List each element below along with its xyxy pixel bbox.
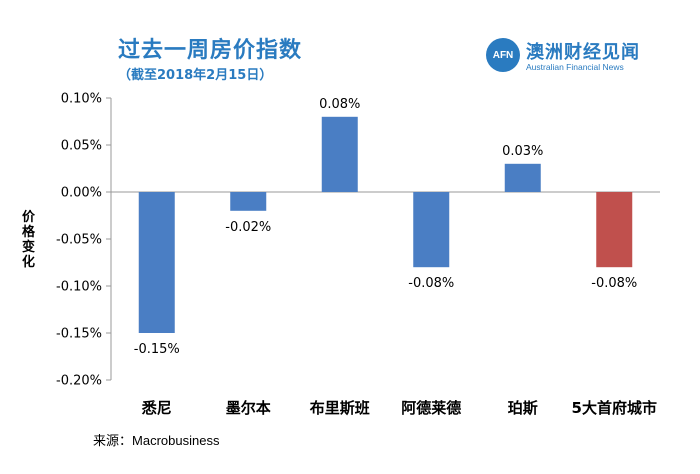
x-tick-label: 5大首府城市 <box>572 399 657 417</box>
bar <box>413 192 450 268</box>
chart-title: 过去一周房价指数 <box>118 38 303 63</box>
bar <box>596 192 633 268</box>
chart-subtitle: （截至2018年2月15日） <box>118 68 273 83</box>
afn-logo: AFN 澳洲财经见闻 Australian Financial News <box>486 38 666 78</box>
y-tick-label: -0.10% <box>56 280 102 295</box>
x-tick-label: 珀斯 <box>508 399 538 417</box>
bar <box>321 116 358 192</box>
y-tick-label: 0.00% <box>61 186 102 201</box>
y-tick-label: -0.15% <box>56 327 102 342</box>
y-tick-label: 0.05% <box>61 139 102 154</box>
source-value: Macrobusiness <box>132 433 220 448</box>
source-label: 来源： <box>93 433 133 448</box>
x-tick-label: 悉尼 <box>141 399 172 417</box>
logo-name-en: Australian Financial News <box>526 62 624 72</box>
x-tick-label: 布里斯班 <box>310 399 370 417</box>
data-label: -0.02% <box>225 220 271 235</box>
x-tick-label: 阿德莱德 <box>401 399 461 417</box>
y-tick-label: -0.20% <box>56 374 102 389</box>
x-tick-label: 墨尔本 <box>226 399 271 417</box>
bar <box>230 192 267 211</box>
bar <box>138 192 175 333</box>
data-label: 0.08% <box>319 97 360 112</box>
afn-logo-icon: AFN <box>486 38 520 72</box>
data-label: -0.08% <box>591 276 637 291</box>
data-label: -0.15% <box>134 342 180 357</box>
y-tick-label: 0.10% <box>61 92 102 107</box>
logo-name-cn: 澳洲财经见闻 <box>526 42 640 63</box>
bar <box>504 163 541 192</box>
y-tick-label: -0.05% <box>56 233 102 248</box>
data-label: -0.08% <box>408 276 454 291</box>
y-axis-label: 价格变化 <box>22 210 36 270</box>
source-note: 来源：Macrobusiness <box>93 430 219 449</box>
data-label: 0.03% <box>502 144 543 159</box>
